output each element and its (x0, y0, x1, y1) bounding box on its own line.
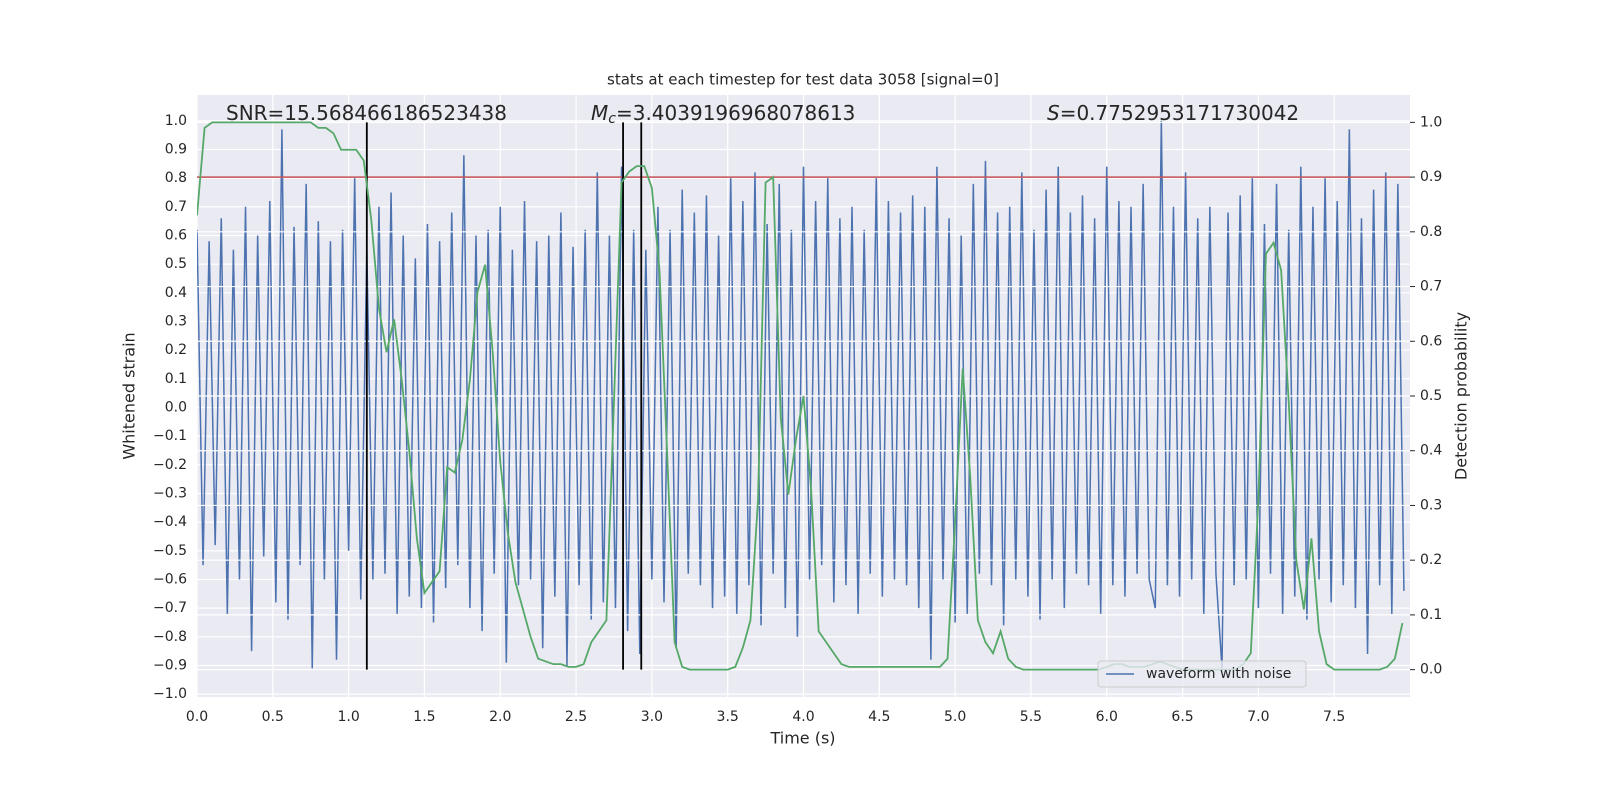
y-tick-label: −0.6 (153, 571, 187, 587)
x-tick-label: 6.0 (1096, 709, 1118, 725)
y-tick-label: 0.7 (165, 199, 187, 215)
annotation-text: =3.4039196968078613 (616, 101, 855, 125)
y-tick-label: −0.7 (153, 600, 187, 616)
y2-tick-label: 0.5 (1420, 388, 1442, 404)
chart-title: stats at each timestep for test data 305… (607, 71, 999, 89)
y-tick-label: 0.4 (165, 285, 187, 301)
annotation: SNR=15.568466186523438 (226, 101, 507, 125)
x-tick-label: 2.5 (565, 709, 587, 725)
x-tick-label: 1.0 (337, 709, 359, 725)
y-tick-label: 1.0 (165, 113, 187, 129)
y2-tick-label: 0.0 (1420, 662, 1442, 678)
y2-tick-label: 0.3 (1420, 497, 1442, 513)
annotation-symbol: M (591, 101, 608, 125)
y-tick-label: −0.4 (153, 514, 187, 530)
annotation-symbol: S (1047, 101, 1060, 125)
x-tick-label: 5.5 (1020, 709, 1042, 725)
y-tick-label: −0.9 (153, 657, 187, 673)
y-tick-label: 0.0 (165, 399, 187, 415)
y-tick-label: 0.6 (165, 227, 187, 243)
y-tick-label: −0.1 (153, 428, 187, 444)
x-tick-label: 3.5 (717, 709, 739, 725)
x-tick-label: 7.0 (1247, 709, 1269, 725)
series-line (197, 120, 1405, 669)
x-tick-label: 1.5 (413, 709, 435, 725)
x-tick-label: 4.0 (792, 709, 814, 725)
y2-tick-label: 0.4 (1420, 443, 1442, 459)
y2-tick-label: 0.6 (1420, 333, 1442, 349)
annotation-text: =0.7752953171730042 (1060, 101, 1299, 125)
x-tick-label: 3.0 (641, 709, 663, 725)
annotation-text: SNR=15.568466186523438 (226, 101, 507, 125)
y2-tick-label: 0.1 (1420, 607, 1442, 623)
annotation-subscript: c (608, 111, 616, 127)
y2-tick-label: 0.9 (1420, 169, 1442, 185)
y-tick-label: 0.1 (165, 371, 187, 387)
legend-box (1097, 660, 1307, 688)
y-axis-label: Whitened strain (120, 332, 139, 459)
y-tick-label: −1.0 (153, 686, 187, 702)
annotation: Mc=3.4039196968078613 (591, 101, 855, 128)
y2-tick-label: 0.2 (1420, 552, 1442, 568)
x-tick-label: 7.5 (1323, 709, 1345, 725)
x-tick-label: 5.0 (944, 709, 966, 725)
y-tick-label: −0.3 (153, 485, 187, 501)
y-tick-label: 0.3 (165, 313, 187, 329)
y2-tick-label: 1.0 (1420, 114, 1442, 130)
y-tick-label: 0.8 (165, 170, 187, 186)
x-axis-label: Time (s) (769, 729, 835, 748)
x-tick-label: 0.5 (262, 709, 284, 725)
y-tick-label: 0.5 (165, 256, 187, 272)
y2-tick-label: 0.7 (1420, 279, 1442, 295)
x-tick-label: 4.5 (868, 709, 890, 725)
y2-tick-label: 0.8 (1420, 224, 1442, 240)
legend-label: waveform with noise (1146, 666, 1291, 682)
x-tick-label: 2.0 (489, 709, 511, 725)
x-tick-label: 0.0 (186, 709, 208, 725)
y-tick-label: −0.8 (153, 629, 187, 645)
annotation: S=0.7752953171730042 (1047, 101, 1299, 125)
y-tick-label: −0.5 (153, 543, 187, 559)
x-tick-label: 6.5 (1171, 709, 1193, 725)
y2-axis-label: Detection probability (1452, 312, 1471, 480)
y-tick-label: 0.2 (165, 342, 187, 358)
y-tick-label: 0.9 (165, 141, 187, 157)
y-tick-label: −0.2 (153, 457, 187, 473)
